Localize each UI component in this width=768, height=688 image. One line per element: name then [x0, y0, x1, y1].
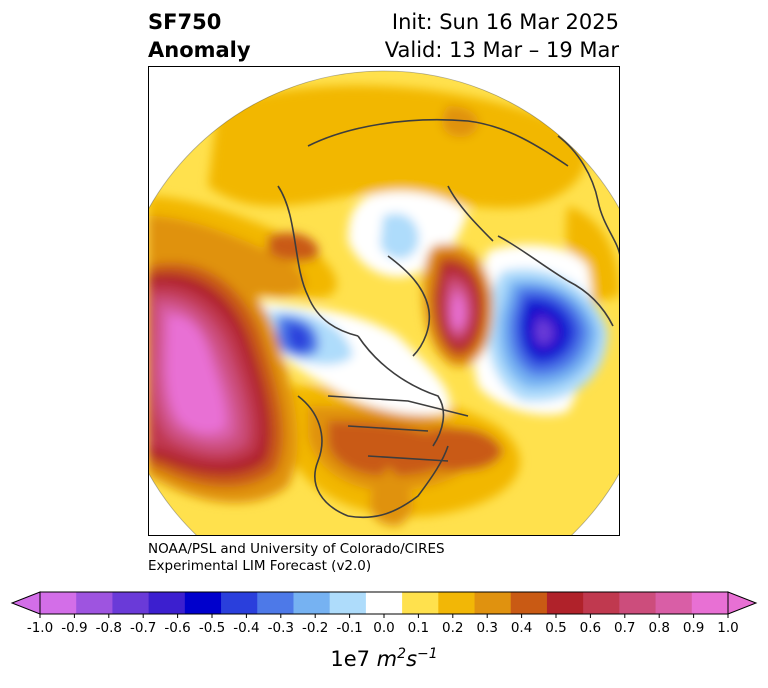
colorbar-ticks: -1.0 -0.9 -0.8 -0.7 -0.6 -0.5 -0.4 -0.3 -0.2 -0.1… — [27, 614, 739, 636]
anomaly-field — [148, 71, 620, 536]
colorbar-unit-label: 1e7 m2s−1 — [0, 646, 768, 671]
colorbar-swatch — [76, 592, 113, 614]
colorbar-tick-label: 0.2 — [442, 620, 463, 636]
colorbar-tick-label: -0.9 — [61, 620, 87, 636]
unit-m: m — [376, 647, 398, 671]
colorbar-swatch — [112, 592, 150, 614]
valid-range: Valid: 13 Mar – 19 Mar — [384, 38, 619, 62]
colorbar-swatch — [293, 592, 331, 614]
colorbar-tick-label: -0.5 — [199, 620, 225, 636]
colorbar-tick-label: -1.0 — [27, 620, 53, 636]
colorbar-swatch — [402, 592, 439, 614]
unit-s-exp: −1 — [417, 646, 438, 662]
colorbar-tick-label: 1.0 — [717, 620, 738, 636]
colorbar-extend-low — [10, 591, 41, 615]
colorbar-swatch — [655, 592, 693, 614]
colorbar-swatch — [691, 592, 729, 614]
colorbar-swatch — [583, 592, 620, 614]
colorbar-swatch — [257, 592, 294, 614]
colorbar-tick-label: 0.6 — [580, 620, 601, 636]
colorbar-extend-high — [727, 591, 758, 615]
colorbar-swatch — [184, 592, 222, 614]
colorbar-swatches — [10, 591, 758, 615]
forecast-dates: Init: Sun 16 Mar 2025 Valid: 13 Mar – 19… — [385, 8, 619, 64]
colorbar-tick-label: 0.7 — [614, 620, 635, 636]
colorbar-tick-label: 0.3 — [476, 620, 497, 636]
plot-title: SF750 Anomaly — [148, 8, 251, 64]
unit-base: 1e7 — [330, 647, 377, 671]
colorbar-swatch — [510, 592, 548, 614]
credit-line-2: Experimental LIM Forecast (v2.0) — [148, 558, 372, 574]
colorbar-swatch — [474, 592, 512, 614]
colorbar-swatch — [40, 592, 77, 614]
colorbar-tick-label: 0.8 — [648, 620, 669, 636]
colorbar-tick-label: -0.4 — [233, 620, 259, 636]
credit-text: NOAA/PSL and University of Colorado/CIRE… — [148, 541, 445, 575]
colorbar-swatch — [365, 592, 403, 614]
colorbar-tick-label: -0.6 — [164, 620, 190, 636]
credit-line-1: NOAA/PSL and University of Colorado/CIRE… — [148, 541, 445, 557]
colorbar-swatch — [546, 592, 584, 614]
colorbar-tick-label: -0.8 — [96, 620, 122, 636]
field-type: Anomaly — [148, 38, 251, 62]
colorbar-tick-label: 0.4 — [511, 620, 532, 636]
colorbar-tick-label: 0.9 — [683, 620, 704, 636]
colorbar-tick-label: 0.0 — [373, 620, 394, 636]
colorbar-swatch — [148, 592, 186, 614]
init-date: Init: Sun 16 Mar 2025 — [391, 10, 619, 34]
colorbar-tick-label: 0.5 — [545, 620, 566, 636]
colorbar-tick-label: 0.1 — [408, 620, 429, 636]
colorbar-swatch — [438, 592, 476, 614]
colorbar-tick-label: -0.2 — [302, 620, 328, 636]
colorbar-swatch — [329, 592, 367, 614]
anomaly-map — [148, 66, 620, 536]
colorbar-swatch — [619, 592, 657, 614]
variable-name: SF750 — [148, 10, 222, 34]
coastlines — [277, 118, 620, 519]
colorbar-tick-label: -0.7 — [130, 620, 156, 636]
colorbar-swatch — [221, 592, 258, 614]
colorbar-tick-label: -0.3 — [268, 620, 294, 636]
colorbar-tick-label: -0.1 — [336, 620, 362, 636]
unit-m-exp: 2 — [397, 646, 407, 662]
unit-s: s — [406, 647, 418, 671]
colorbar: -1.0 -0.9 -0.8 -0.7 -0.6 -0.5 -0.4 -0.3 -0.2 -0.1… — [10, 591, 758, 636]
